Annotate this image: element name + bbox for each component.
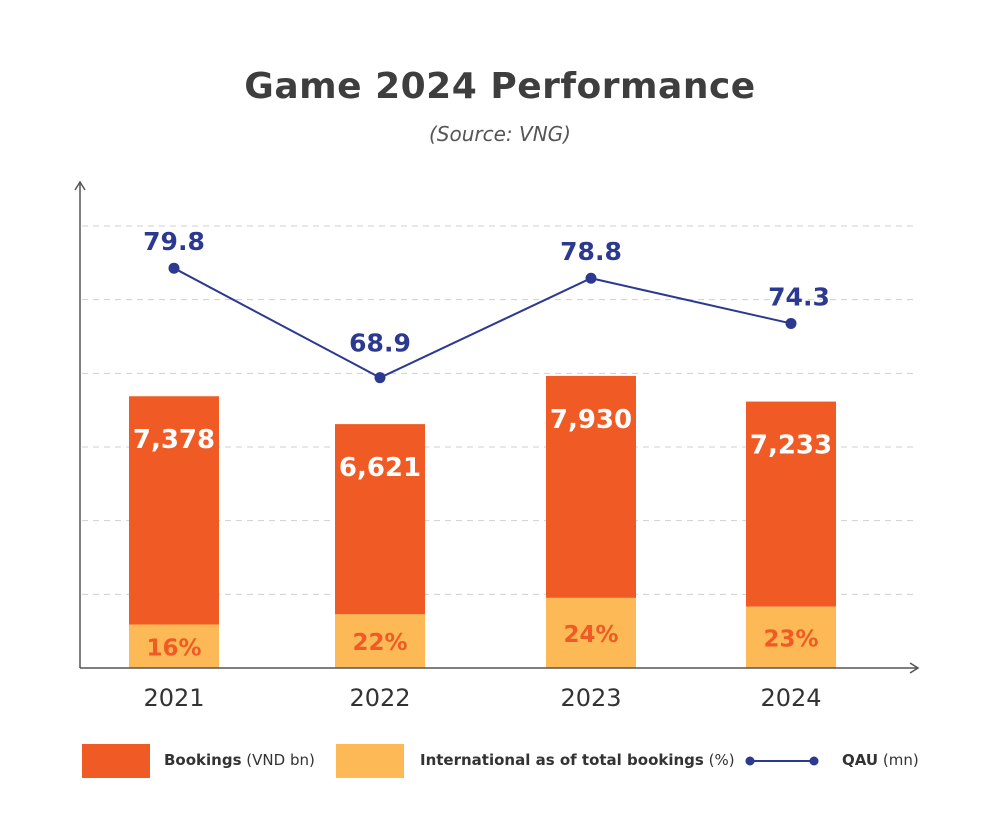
international-share-label: 24% — [563, 622, 618, 648]
bookings-bar — [746, 401, 836, 607]
international-bar — [746, 606, 836, 668]
legend-qau-dot — [809, 756, 819, 766]
qau-line-path — [173, 267, 792, 379]
x-tick-label: 2021 — [143, 684, 204, 712]
qau-value-label: 74.3 — [768, 282, 830, 311]
international-bar — [335, 614, 425, 668]
bookings-bar — [129, 396, 219, 625]
qau-value-label: 78.8 — [560, 237, 622, 266]
bookings-value-label: 7,378 — [133, 425, 215, 455]
x-tick-label: 2023 — [560, 684, 621, 712]
legend-swatch-qau — [745, 756, 819, 766]
international-bar — [129, 624, 219, 668]
bookings-value-label: 7,233 — [750, 431, 832, 461]
axes — [74, 180, 920, 674]
bars — [129, 375, 836, 668]
qau-point — [168, 262, 180, 274]
x-tick-label: 2024 — [760, 684, 821, 712]
chart-canvas: 7,378 16% 2021 6,621 22% 2022 7,930 24% 2023 7,23… — [74, 180, 920, 712]
bookings-value-label: 7,930 — [550, 405, 632, 435]
legend-swatch-bookings — [82, 744, 150, 778]
bookings-bar — [546, 375, 636, 598]
y-axis-arrow — [74, 180, 86, 191]
legend-label-international: International as of total bookings (%) — [420, 751, 735, 769]
qau-line — [168, 262, 797, 384]
x-tick-label: 2022 — [349, 684, 410, 712]
chart-subtitle: (Source: VNG) — [429, 122, 571, 146]
legend-qau-dot — [745, 756, 755, 766]
chart-title: Game 2024 Performance — [244, 66, 756, 107]
legend-label-qau: QAU (mn) — [842, 751, 919, 769]
x-axis-arrow — [909, 662, 920, 674]
qau-value-label: 68.9 — [349, 329, 411, 358]
bookings-bar — [335, 424, 425, 615]
data-labels: 7,378 16% 2021 6,621 22% 2022 7,930 24% 2023 7,23… — [133, 227, 832, 712]
qau-point — [785, 317, 797, 329]
legend: Bookings (VND bn) International as of to… — [0, 744, 1000, 780]
international-share-label: 23% — [763, 626, 818, 652]
qau-point — [374, 372, 386, 384]
qau-point — [585, 272, 597, 284]
bookings-value-label: 6,621 — [339, 453, 421, 483]
international-share-label: 22% — [352, 630, 407, 656]
legend-label-bookings: Bookings (VND bn) — [164, 751, 315, 769]
qau-value-label: 79.8 — [143, 227, 205, 256]
legend-swatch-international — [336, 744, 404, 778]
international-bar — [546, 597, 636, 668]
international-share-label: 16% — [146, 635, 201, 661]
